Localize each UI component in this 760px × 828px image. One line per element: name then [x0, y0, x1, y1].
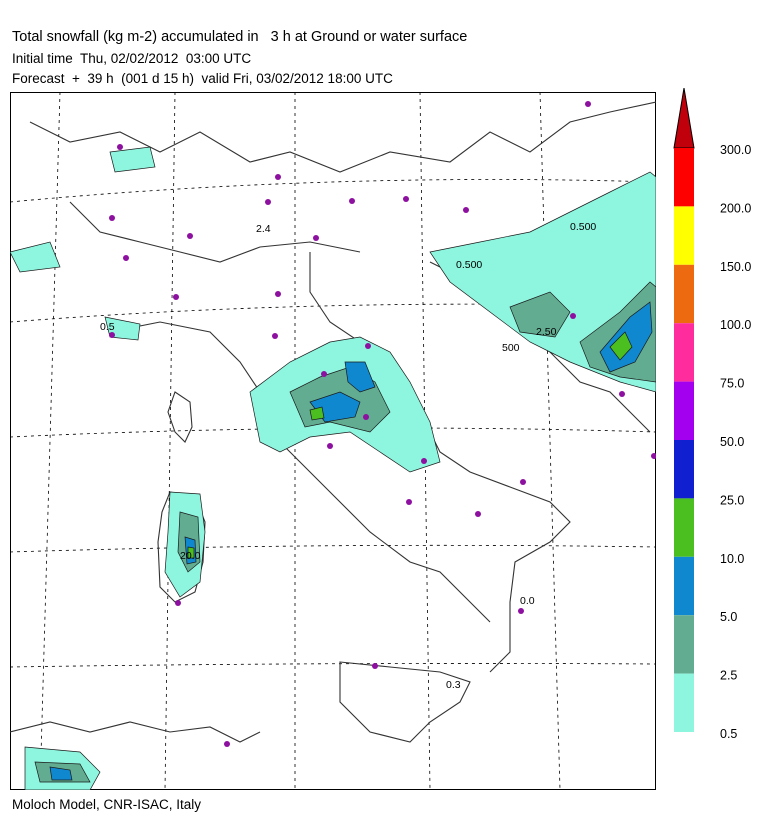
legend-color-box	[674, 498, 694, 557]
contour-label: 0.500	[456, 259, 482, 271]
color-scale-legend: 300.0 200.0 150.0 100.0 75.0 50.0 25.0 10.0 5.0 2…	[673, 88, 751, 740]
contour-label: 0.5	[100, 321, 115, 333]
legend-color-box	[674, 615, 694, 674]
legend-label: 300.0	[720, 143, 751, 157]
legend-color-box	[674, 206, 694, 265]
contour-label: 2.4	[256, 223, 271, 235]
legend-label: 0.5	[720, 727, 737, 740]
contour-label: 20.0	[180, 550, 201, 562]
legend-label: 50.0	[720, 435, 744, 449]
legend-color-box	[674, 148, 694, 207]
legend-color-box	[674, 323, 694, 382]
contour-label: 500	[502, 342, 520, 354]
snowfall-areas	[10, 146, 656, 790]
legend-color-box	[674, 264, 694, 324]
contour-label: 0.500	[570, 221, 596, 233]
chart-title: Total snowfall (kg m-2) accumulated in 3…	[12, 29, 468, 45]
legend-label: 25.0	[720, 493, 744, 507]
snowfall-map: 2.4 0.500 0.500 2.50 500 0.0 0.3 0.5 20.…	[10, 92, 656, 790]
forecast-validity: Forecast + 39 h (001 d 15 h) valid Fri, …	[12, 71, 393, 86]
legend-color-box	[674, 440, 694, 499]
legend-label: 2.5	[720, 669, 737, 683]
contour-label: 2.50	[536, 326, 557, 338]
legend-label: 150.0	[720, 260, 751, 274]
legend-labels: 300.0 200.0 150.0 100.0 75.0 50.0 25.0 10.0 5.0 2…	[720, 143, 751, 740]
contour-labels: 2.4 0.500 0.500 2.50 500 0.0 0.3 0.5 20.…	[100, 221, 596, 691]
legend-label: 10.0	[720, 552, 744, 566]
contour-label: 0.0	[520, 595, 535, 607]
legend-label: 5.0	[720, 610, 737, 624]
legend-color-box	[674, 673, 694, 732]
initial-time: Initial time Thu, 02/02/2012 03:00 UTC	[12, 51, 252, 66]
legend-color-box	[674, 381, 694, 440]
legend-label: 75.0	[720, 377, 744, 391]
legend-color-boxes	[674, 148, 694, 732]
legend-arrow	[673, 88, 695, 149]
legend-label: 200.0	[720, 201, 751, 215]
contour-label: 0.3	[446, 679, 461, 691]
legend-color-box	[674, 556, 694, 616]
model-credit: Moloch Model, CNR-ISAC, Italy	[12, 797, 202, 812]
legend-label: 100.0	[720, 318, 751, 332]
station-markers	[109, 101, 656, 747]
